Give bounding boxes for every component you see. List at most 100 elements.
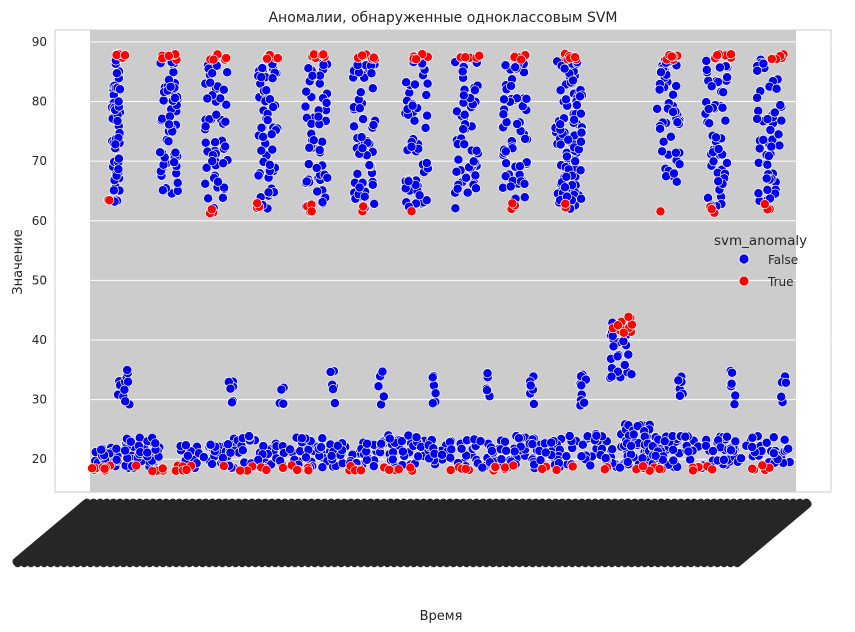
data-point bbox=[122, 365, 133, 375]
data-point bbox=[555, 85, 566, 96]
data-point bbox=[570, 156, 581, 167]
data-point bbox=[673, 375, 684, 386]
data-point bbox=[227, 397, 237, 408]
data-point bbox=[356, 132, 367, 143]
data-point bbox=[422, 110, 433, 121]
data-point bbox=[576, 136, 586, 147]
data-point bbox=[501, 445, 512, 456]
data-point bbox=[427, 398, 438, 409]
data-point bbox=[113, 153, 124, 164]
data-point bbox=[169, 157, 180, 168]
y-tick-label: 70 bbox=[32, 154, 47, 168]
data-point bbox=[711, 132, 722, 143]
data-point bbox=[450, 203, 461, 214]
data-point bbox=[752, 92, 763, 103]
data-point bbox=[163, 136, 174, 147]
data-point bbox=[256, 145, 267, 156]
data-point bbox=[207, 459, 218, 469]
data-point bbox=[411, 54, 422, 65]
data-point bbox=[512, 119, 523, 129]
data-point bbox=[446, 444, 457, 455]
data-point bbox=[729, 399, 740, 410]
data-point bbox=[475, 436, 486, 447]
data-point bbox=[519, 178, 530, 189]
data-point bbox=[753, 188, 764, 199]
data-point bbox=[768, 448, 779, 459]
data-point bbox=[264, 159, 275, 170]
data-point bbox=[577, 439, 588, 450]
data-point bbox=[571, 100, 582, 111]
data-point bbox=[272, 53, 283, 64]
data-point bbox=[623, 349, 634, 360]
data-point bbox=[703, 104, 714, 114]
data-point bbox=[460, 463, 471, 474]
data-point bbox=[561, 151, 572, 162]
data-point bbox=[674, 159, 685, 170]
data-point bbox=[261, 85, 272, 96]
data-point bbox=[714, 62, 725, 73]
data-point bbox=[96, 444, 107, 455]
x-tick-labels bbox=[12, 498, 812, 568]
data-points bbox=[87, 48, 795, 477]
chart-title: Аномалии, обнаруженные одноклассовым SVM bbox=[268, 10, 617, 26]
data-point bbox=[672, 117, 683, 128]
y-tick-label: 40 bbox=[32, 333, 47, 347]
data-point bbox=[355, 87, 366, 98]
data-point bbox=[384, 464, 395, 475]
data-point bbox=[712, 50, 723, 61]
data-point bbox=[458, 90, 469, 101]
data-point bbox=[244, 431, 255, 442]
data-point bbox=[706, 204, 717, 215]
data-point bbox=[366, 68, 377, 79]
data-point bbox=[397, 446, 408, 457]
data-point bbox=[461, 172, 472, 183]
data-point bbox=[747, 463, 758, 474]
data-point bbox=[155, 147, 166, 158]
data-point bbox=[575, 108, 586, 119]
data-point bbox=[540, 447, 551, 458]
data-point bbox=[276, 384, 287, 395]
data-point bbox=[507, 198, 518, 209]
data-point bbox=[142, 447, 153, 458]
data-point bbox=[368, 52, 379, 63]
data-point bbox=[163, 50, 174, 61]
data-point bbox=[668, 107, 679, 117]
data-point bbox=[367, 179, 378, 190]
data-point bbox=[482, 385, 492, 396]
y-tick-label: 80 bbox=[32, 95, 47, 109]
data-point bbox=[211, 109, 222, 120]
data-point bbox=[414, 190, 425, 201]
data-point bbox=[445, 452, 456, 463]
data-point bbox=[318, 60, 329, 71]
data-point bbox=[104, 195, 115, 206]
legend-marker-true bbox=[738, 275, 750, 287]
data-band bbox=[90, 30, 796, 492]
data-point bbox=[158, 95, 169, 106]
data-point bbox=[349, 121, 359, 132]
data-point bbox=[376, 438, 387, 449]
data-point bbox=[172, 177, 183, 188]
data-point bbox=[150, 438, 161, 449]
data-point bbox=[707, 464, 718, 475]
data-point bbox=[218, 158, 229, 169]
data-point bbox=[607, 444, 618, 455]
data-point bbox=[490, 462, 501, 472]
data-point bbox=[752, 65, 763, 76]
data-point bbox=[256, 122, 267, 133]
data-point bbox=[717, 102, 728, 113]
data-point bbox=[622, 457, 633, 467]
data-point bbox=[369, 198, 380, 209]
data-point bbox=[312, 186, 323, 197]
data-point bbox=[564, 431, 575, 441]
data-point bbox=[307, 70, 318, 81]
data-point bbox=[623, 311, 634, 322]
data-point bbox=[576, 380, 587, 391]
data-point bbox=[726, 445, 737, 456]
data-point bbox=[213, 176, 223, 187]
data-point bbox=[461, 450, 472, 461]
data-point bbox=[509, 446, 520, 457]
data-point bbox=[501, 158, 512, 169]
data-point bbox=[500, 462, 511, 473]
data-point bbox=[200, 137, 211, 148]
data-point bbox=[668, 455, 679, 466]
